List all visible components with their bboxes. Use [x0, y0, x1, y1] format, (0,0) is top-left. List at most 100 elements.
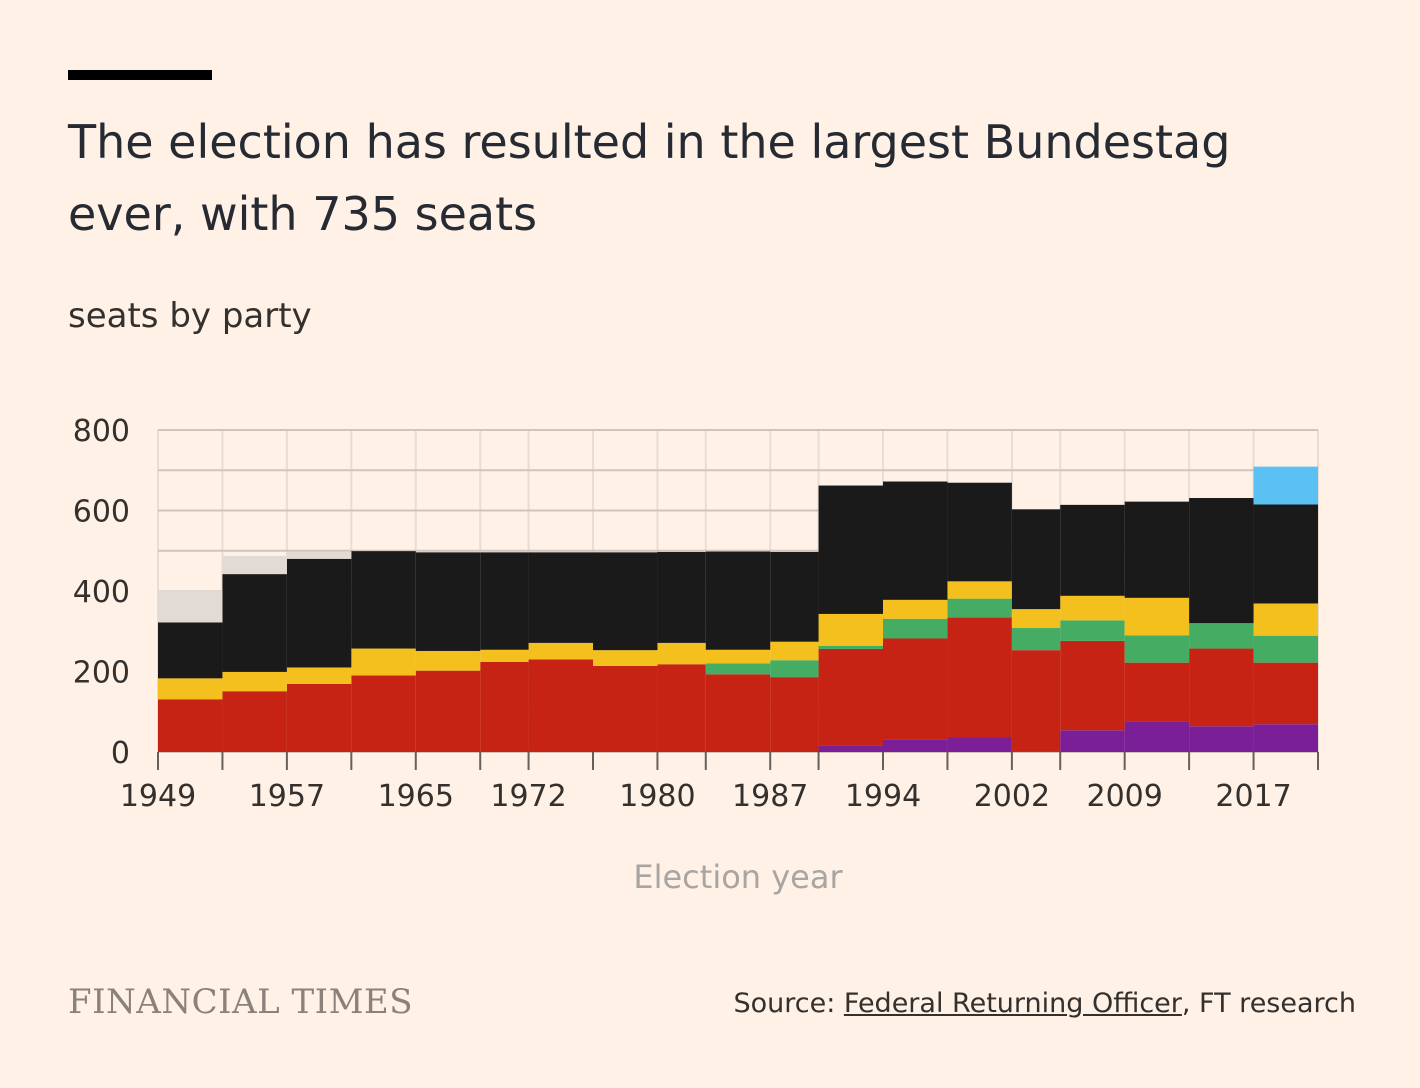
- area-segment-left-2009: [1124, 721, 1190, 752]
- area-segment-spd-1990: [818, 648, 883, 746]
- area-segment-cdu-csu-1990: [818, 485, 883, 614]
- area-segment-left-2013: [1189, 726, 1254, 752]
- y-tick-label: 800: [73, 414, 130, 449]
- area-segment-others-1953: [222, 555, 287, 575]
- area-segment-greens-2017: [1253, 635, 1318, 663]
- area-segment-fdp-1998: [947, 581, 1012, 599]
- source-suffix: , FT research: [1181, 988, 1356, 1019]
- area-segment-left-1990: [818, 745, 883, 752]
- x-tick-label: 1949: [120, 779, 196, 814]
- x-tick-label: 1972: [490, 779, 566, 814]
- area-segment-afd-2017: [1253, 466, 1318, 505]
- area-segment-greens-1998: [947, 598, 1012, 618]
- area-segment-fdp-1969: [480, 649, 529, 662]
- area-segment-spd-1983: [705, 674, 771, 752]
- source-prefix: Source:: [733, 988, 844, 1019]
- area-segment-cdu-csu-1953: [222, 574, 287, 672]
- x-tick-label: 2009: [1086, 779, 1162, 814]
- area-segment-cdu-csu-1965: [415, 552, 481, 651]
- area-segment-fdp-1961: [351, 648, 416, 676]
- area-segment-spd-1949: [158, 699, 223, 752]
- area-segment-cdu-csu-1957: [286, 558, 352, 668]
- area-segment-fdp-1953: [222, 671, 287, 692]
- area-segment-fdp-1976: [593, 650, 658, 666]
- source-link[interactable]: Federal Returning Officer: [843, 988, 1182, 1019]
- area-segment-greens-2002: [1011, 628, 1061, 651]
- area-segment-greens-1994: [883, 618, 948, 639]
- x-tick-label: 1965: [378, 779, 454, 814]
- area-segment-cdu-csu-1998: [947, 482, 1012, 582]
- area-segment-cdu-csu-1987: [770, 551, 819, 642]
- area-segment-spd-2002: [1011, 650, 1061, 752]
- area-segment-fdp-2009: [1124, 597, 1190, 636]
- area-segment-cdu-csu-1972: [528, 552, 593, 643]
- chart-title: The election has resulted in the largest…: [68, 115, 1231, 241]
- area-segment-spd-1957: [286, 683, 352, 752]
- area-segment-cdu-csu-1983: [705, 551, 771, 650]
- ft-logo: FINANCIAL TIMES: [68, 982, 413, 1022]
- area-segment-left-2017: [1253, 724, 1318, 752]
- header-accent-bar: [68, 70, 212, 80]
- chart-subtitle: seats by party: [68, 296, 312, 336]
- area-segment-fdp-2017: [1253, 603, 1318, 636]
- area-segment-spd-1987: [770, 677, 819, 752]
- area-segment-spd-1961: [351, 675, 416, 752]
- area-segment-cdu-csu-1949: [158, 622, 223, 679]
- x-tick-label: 1994: [845, 779, 921, 814]
- area-segment-fdp-1957: [286, 667, 352, 684]
- area-segment-others-1949: [158, 590, 223, 623]
- stacked-areas: [158, 466, 1318, 752]
- area-segment-greens-2013: [1189, 623, 1254, 649]
- area-segment-others-1957: [286, 551, 352, 559]
- y-tick-label: 400: [73, 575, 130, 610]
- area-segment-cdu-csu-2013: [1189, 498, 1254, 624]
- area-segment-cdu-csu-2002: [1011, 509, 1061, 610]
- area-segment-spd-1980: [657, 664, 706, 752]
- area-segment-cdu-csu-1980: [657, 551, 706, 643]
- area-segment-greens-1987: [770, 660, 819, 678]
- x-axis-label: Election year: [633, 858, 843, 896]
- area-segment-spd-1994: [883, 638, 948, 740]
- seats-chart: 1949 1957 1965 1972 1980 1987 1994 2002 2009 2017…: [73, 414, 1319, 896]
- area-segment-fdp-1990: [818, 613, 883, 646]
- y-tick-label: 200: [73, 656, 130, 691]
- area-segment-spd-1953: [222, 691, 287, 752]
- source-line: Source: Federal Returning Officer, FT re…: [733, 988, 1356, 1019]
- x-tick-label: 1980: [619, 779, 695, 814]
- area-segment-fdp-1994: [883, 599, 948, 619]
- y-tick-label: 600: [73, 495, 130, 530]
- area-segment-greens-2005: [1060, 620, 1125, 641]
- area-segment-spd-1998: [947, 617, 1012, 738]
- area-segment-fdp-1949: [158, 678, 223, 700]
- area-segment-spd-1972: [528, 659, 593, 752]
- area-segment-cdu-csu-1976: [593, 552, 658, 651]
- area-segment-spd-2017: [1253, 662, 1318, 725]
- area-segment-spd-1969: [480, 661, 529, 752]
- area-segment-cdu-csu-1961: [351, 551, 416, 649]
- area-segment-greens-2009: [1124, 635, 1190, 663]
- area-segment-cdu-csu-1994: [883, 481, 948, 600]
- area-segment-cdu-csu-1969: [480, 552, 529, 650]
- area-segment-fdp-1965: [415, 650, 481, 671]
- area-segment-cdu-csu-2009: [1124, 501, 1190, 598]
- area-segment-greens-1990: [818, 645, 883, 649]
- x-tick-label: 1957: [249, 779, 325, 814]
- area-segment-left-2005: [1060, 730, 1125, 752]
- area-segment-fdp-2002: [1011, 609, 1061, 629]
- area-segment-left-1998: [947, 737, 1012, 752]
- area-segment-spd-2005: [1060, 640, 1125, 731]
- area-segment-left-1994: [883, 739, 948, 752]
- area-segment-left-2002: [1011, 751, 1061, 752]
- x-tick-label: 2017: [1215, 779, 1291, 814]
- x-tick-label: 1987: [732, 779, 808, 814]
- x-tick-label: 2002: [974, 779, 1050, 814]
- area-segment-fdp-1980: [657, 642, 706, 665]
- area-segment-fdp-1983: [705, 649, 771, 664]
- area-segment-cdu-csu-2017: [1253, 504, 1318, 604]
- area-segment-spd-2009: [1124, 662, 1190, 722]
- area-segment-fdp-1972: [528, 642, 593, 660]
- area-segment-cdu-csu-2005: [1060, 504, 1125, 596]
- area-segment-spd-1976: [593, 665, 658, 752]
- area-segment-fdp-1987: [770, 641, 819, 661]
- axes: 1949 1957 1965 1972 1980 1987 1994 2002 2009 2017…: [73, 414, 1319, 814]
